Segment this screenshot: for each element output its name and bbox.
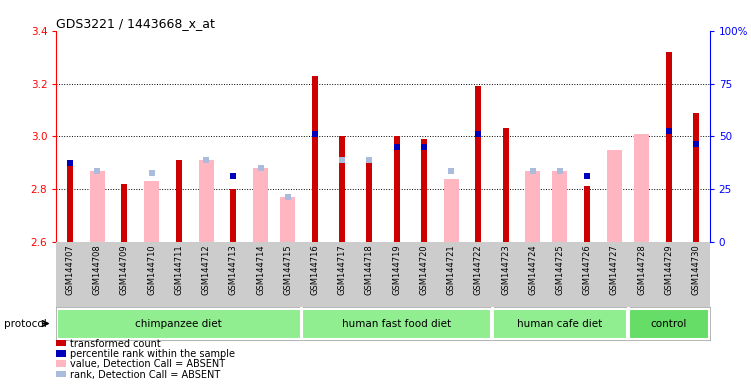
Text: GSM144709: GSM144709 — [120, 244, 129, 295]
Text: human fast food diet: human fast food diet — [342, 318, 451, 329]
Text: rank, Detection Call = ABSENT: rank, Detection Call = ABSENT — [70, 370, 220, 380]
Text: GSM144719: GSM144719 — [392, 244, 401, 295]
Bar — [584, 187, 590, 242]
Text: chimpanzee diet: chimpanzee diet — [135, 318, 222, 329]
Text: GSM144707: GSM144707 — [65, 244, 74, 295]
Text: GSM144715: GSM144715 — [283, 244, 292, 295]
Bar — [525, 170, 540, 242]
Text: value, Detection Call = ABSENT: value, Detection Call = ABSENT — [70, 359, 225, 369]
Bar — [693, 113, 699, 242]
Bar — [339, 136, 345, 242]
Text: GSM144723: GSM144723 — [501, 244, 510, 295]
Bar — [493, 308, 628, 339]
Bar — [231, 189, 237, 242]
Bar — [198, 160, 213, 242]
Text: GSM144714: GSM144714 — [256, 244, 265, 295]
Text: GSM144710: GSM144710 — [147, 244, 156, 295]
Text: GSM144713: GSM144713 — [229, 244, 238, 295]
Bar — [475, 86, 481, 242]
Text: GSM144725: GSM144725 — [556, 244, 565, 295]
Text: GSM144727: GSM144727 — [610, 244, 619, 295]
Text: GSM144718: GSM144718 — [365, 244, 374, 295]
Text: percentile rank within the sample: percentile rank within the sample — [70, 349, 235, 359]
Text: control: control — [650, 318, 687, 329]
Bar — [421, 139, 427, 242]
Bar — [666, 52, 672, 242]
Text: transformed count: transformed count — [70, 339, 161, 349]
Bar — [607, 149, 622, 242]
Bar — [176, 160, 182, 242]
Bar — [502, 128, 508, 242]
Text: GDS3221 / 1443668_x_at: GDS3221 / 1443668_x_at — [56, 17, 216, 30]
Text: GSM144729: GSM144729 — [665, 244, 674, 295]
Text: GSM144720: GSM144720 — [419, 244, 428, 295]
Text: GSM144711: GSM144711 — [174, 244, 183, 295]
Text: GSM144717: GSM144717 — [338, 244, 347, 295]
Bar — [394, 136, 400, 242]
Text: GSM144730: GSM144730 — [692, 244, 701, 295]
Bar — [553, 170, 568, 242]
Text: GSM144721: GSM144721 — [447, 244, 456, 295]
Bar — [629, 308, 709, 339]
Bar — [366, 160, 372, 242]
Bar — [253, 168, 268, 242]
Bar — [312, 76, 318, 242]
Text: GSM144728: GSM144728 — [637, 244, 646, 295]
Text: GSM144712: GSM144712 — [201, 244, 210, 295]
Text: GSM144716: GSM144716 — [310, 244, 319, 295]
Bar — [89, 170, 104, 242]
Text: GSM144722: GSM144722 — [474, 244, 483, 295]
Text: GSM144724: GSM144724 — [528, 244, 537, 295]
Bar — [144, 181, 159, 242]
Bar — [57, 308, 301, 339]
Bar — [280, 197, 295, 242]
Bar — [444, 179, 459, 242]
Bar — [302, 308, 491, 339]
Text: protocol: protocol — [4, 318, 47, 329]
Text: GSM144726: GSM144726 — [583, 244, 592, 295]
Text: human cafe diet: human cafe diet — [517, 318, 602, 329]
Bar — [634, 134, 649, 242]
Bar — [67, 163, 73, 242]
Text: GSM144708: GSM144708 — [92, 244, 101, 295]
Bar — [122, 184, 128, 242]
